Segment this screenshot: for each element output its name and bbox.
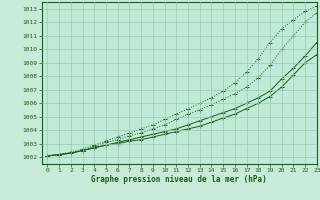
X-axis label: Graphe pression niveau de la mer (hPa): Graphe pression niveau de la mer (hPa) bbox=[91, 175, 267, 184]
